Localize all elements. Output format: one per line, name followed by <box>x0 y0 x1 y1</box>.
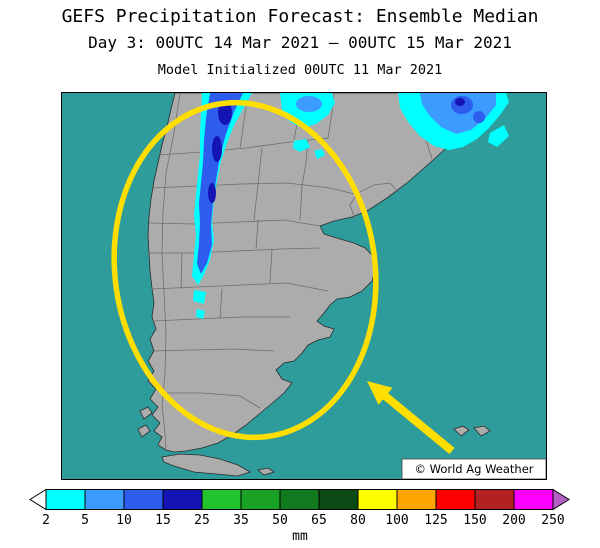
colorbar-cell <box>357 489 398 510</box>
colorbar-cell <box>45 489 86 510</box>
colorbar-tick-label: 10 <box>116 513 132 528</box>
colorbar-cell <box>123 489 164 510</box>
precip-intense-shading <box>208 98 465 203</box>
watermark: © World Ag Weather <box>401 458 546 479</box>
colorbar: 2 5 10 15 25 35 50 65 80 100 125 150 200 250 mm <box>29 488 571 546</box>
precip-patch <box>196 309 205 319</box>
colorbar-over-arrow <box>552 488 570 511</box>
andes-precip-core <box>197 93 243 274</box>
coastal-island <box>137 424 151 438</box>
highlight-ellipse <box>111 99 379 441</box>
tierra-del-fuego-island <box>161 453 251 477</box>
colorbar-cell <box>474 489 515 510</box>
colorbar-under-arrow <box>29 488 47 511</box>
coastal-island <box>139 406 153 420</box>
colorbar-tick-label: 50 <box>272 513 288 528</box>
map-frame: © World Ag Weather <box>61 92 547 480</box>
colorbar-tick-label: 100 <box>385 513 409 528</box>
watermark-text: © World Ag Weather <box>414 462 533 476</box>
map-svg: © World Ag Weather <box>62 93 546 479</box>
staten-island <box>257 467 275 476</box>
colorbar-cell <box>201 489 242 510</box>
colorbar-unit-label: mm <box>292 529 308 544</box>
landmass-main <box>147 93 506 453</box>
colorbar-tick-label: 35 <box>233 513 249 528</box>
precip-max-spot <box>212 136 222 162</box>
precip-core <box>473 111 485 123</box>
figure-subtitle: Day 3: 00UTC 14 Mar 2021 – 00UTC 15 Mar … <box>88 33 512 52</box>
falkland-islands <box>453 425 470 437</box>
colorbar-tick-label: 5 <box>81 513 89 528</box>
precip-moderate-shading <box>296 93 496 134</box>
colorbar-tick-label: 150 <box>463 513 487 528</box>
highlight-arrow-shaft <box>381 391 455 455</box>
precip-core <box>296 96 322 112</box>
annotation-overlay <box>111 99 455 455</box>
colorbar-tick-label: 25 <box>194 513 210 528</box>
colorbar-cell <box>318 489 359 510</box>
falkland-islands <box>473 425 491 437</box>
colorbar-cell <box>240 489 281 510</box>
colorbar-cell <box>84 489 125 510</box>
colorbar-tick-label: 15 <box>155 513 171 528</box>
colorbar-tick-label: 200 <box>502 513 526 528</box>
precip-core-northeast <box>420 93 496 134</box>
colorbar-cell <box>435 489 476 510</box>
colorbar-tick-row: 2 5 10 15 25 35 50 65 80 100 125 150 200 250 <box>29 513 571 529</box>
precip-patch <box>193 290 206 304</box>
colorbar-cell <box>279 489 320 510</box>
precip-patch <box>488 125 509 147</box>
colorbar-tick-label: 65 <box>311 513 327 528</box>
colorbar-tick-label: 250 <box>541 513 565 528</box>
colorbar-cell <box>513 489 554 510</box>
precip-max-spot <box>218 101 232 125</box>
colorbar-tick-label: 80 <box>350 513 366 528</box>
figure-title: GEFS Precipitation Forecast: Ensemble Me… <box>61 6 539 27</box>
colorbar-tick-label: 2 <box>42 513 50 528</box>
colorbar-cell <box>162 489 203 510</box>
colorbar-tick-label: 125 <box>424 513 448 528</box>
colorbar-scale <box>29 488 570 511</box>
colorbar-cell <box>396 489 437 510</box>
highlight-arrow-head <box>367 381 393 405</box>
precip-patch <box>314 149 325 159</box>
model-init-label: Model Initialized 00UTC 11 Mar 2021 <box>157 62 443 78</box>
precip-max-spot <box>455 98 465 106</box>
precip-patch <box>293 139 310 152</box>
precip-max-spot <box>208 183 216 203</box>
landmass <box>137 93 506 477</box>
